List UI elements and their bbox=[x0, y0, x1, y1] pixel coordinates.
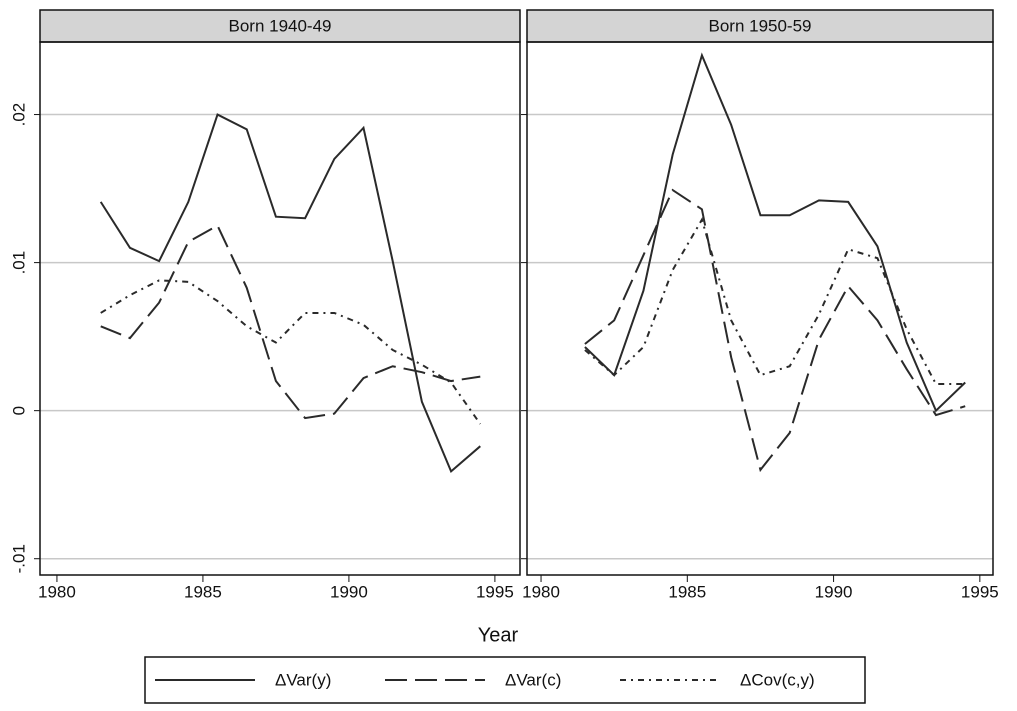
y-tick-label: 0 bbox=[9, 406, 28, 415]
x-tick-label: 1990 bbox=[815, 582, 853, 601]
y-tick-label: -.01 bbox=[9, 544, 28, 573]
x-axis-label: Year bbox=[478, 624, 519, 646]
legend-label: ΔVar(c) bbox=[505, 670, 561, 689]
x-tick-label: 1995 bbox=[476, 582, 514, 601]
series-line bbox=[584, 217, 966, 386]
x-tick-label: 1980 bbox=[38, 582, 76, 601]
series-line bbox=[100, 224, 481, 420]
panel-header bbox=[39, 9, 521, 43]
x-tick-label: 1985 bbox=[184, 582, 222, 601]
series-line bbox=[99, 113, 481, 474]
panel-frame bbox=[526, 41, 994, 576]
legend bbox=[144, 656, 866, 704]
legend-label: ΔVar(y) bbox=[275, 670, 331, 689]
series-line bbox=[100, 279, 482, 425]
legend-label: ΔCov(c,y) bbox=[740, 670, 815, 689]
series-line bbox=[584, 188, 966, 473]
series-line bbox=[584, 52, 966, 413]
panel-title: Born 1950-59 bbox=[708, 16, 811, 35]
x-tick-label: 1980 bbox=[522, 582, 560, 601]
y-tick-label: .01 bbox=[9, 251, 28, 275]
x-tick-label: 1985 bbox=[668, 582, 706, 601]
x-tick-label: 1995 bbox=[961, 582, 999, 601]
y-tick-label: .02 bbox=[9, 103, 28, 127]
panel-frame bbox=[39, 41, 521, 576]
panel-header bbox=[526, 9, 994, 43]
x-tick-label: 1990 bbox=[330, 582, 368, 601]
panel-title: Born 1940-49 bbox=[228, 16, 331, 35]
